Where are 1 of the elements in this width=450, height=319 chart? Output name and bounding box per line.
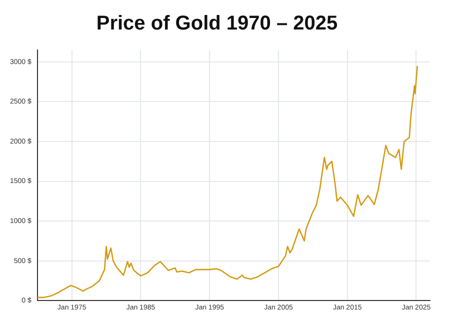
chart-title: Price of Gold 1970 – 2025 <box>96 12 338 35</box>
